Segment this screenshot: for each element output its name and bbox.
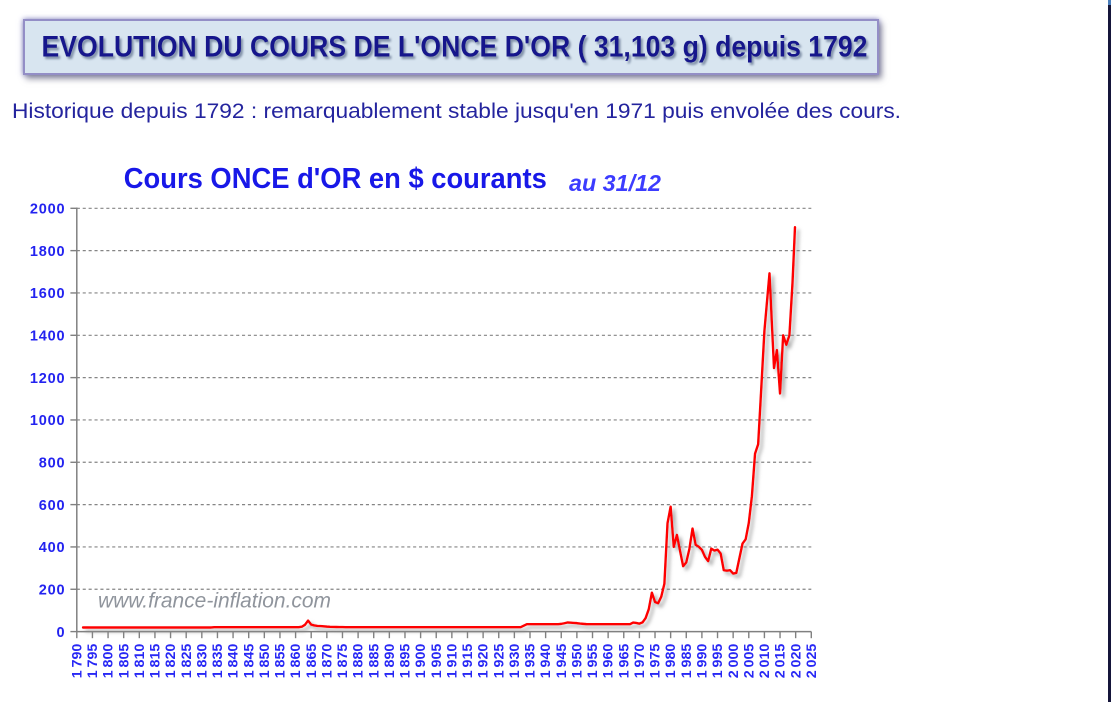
- svg-text:1 995: 1 995: [710, 643, 725, 678]
- svg-text:1 835: 1 835: [210, 643, 225, 678]
- svg-text:1 900: 1 900: [413, 644, 428, 679]
- svg-text:1 975: 1 975: [648, 643, 663, 678]
- svg-text:1 930: 1 930: [507, 644, 522, 679]
- svg-text:1 865: 1 865: [304, 643, 319, 678]
- svg-text:1 905: 1 905: [429, 643, 444, 678]
- svg-text:400: 400: [39, 540, 66, 556]
- svg-text:1 985: 1 985: [679, 643, 694, 678]
- svg-text:1 935: 1 935: [523, 643, 538, 678]
- svg-text:2 020: 2 020: [788, 644, 803, 679]
- svg-text:Cours ONCE d'OR en $ courants: Cours ONCE d'OR en $ courants: [124, 163, 547, 195]
- svg-text:1800: 1800: [30, 244, 65, 260]
- svg-text:1 920: 1 920: [476, 644, 491, 679]
- svg-text:1 790: 1 790: [69, 644, 84, 679]
- svg-text:1 965: 1 965: [616, 643, 631, 678]
- svg-text:1 980: 1 980: [663, 644, 678, 679]
- svg-text:1 800: 1 800: [101, 644, 116, 679]
- svg-text:1 815: 1 815: [148, 643, 163, 678]
- svg-text:1 850: 1 850: [257, 644, 272, 679]
- svg-text:1 875: 1 875: [335, 643, 350, 678]
- svg-text:1000: 1000: [30, 413, 65, 429]
- svg-text:0: 0: [57, 625, 66, 641]
- svg-text:1 955: 1 955: [585, 643, 600, 678]
- svg-text:1400: 1400: [30, 328, 65, 344]
- svg-text:1 820: 1 820: [163, 644, 178, 679]
- svg-text:1 805: 1 805: [116, 643, 131, 678]
- svg-text:1 960: 1 960: [601, 644, 616, 679]
- svg-text:1 825: 1 825: [179, 643, 194, 678]
- svg-text:2 005: 2 005: [741, 643, 756, 678]
- svg-text:2 015: 2 015: [773, 643, 788, 678]
- svg-text:1 830: 1 830: [194, 644, 209, 679]
- svg-text:1 945: 1 945: [554, 643, 569, 678]
- svg-text:1 970: 1 970: [632, 644, 647, 679]
- svg-text:Historique depuis 1792 : remar: Historique depuis 1792 : remarquablement…: [12, 99, 901, 123]
- svg-text:1 810: 1 810: [132, 644, 147, 679]
- svg-text:1600: 1600: [30, 286, 65, 302]
- svg-text:1 925: 1 925: [491, 643, 506, 678]
- svg-text:1 870: 1 870: [319, 644, 334, 679]
- svg-text:au 31/12: au 31/12: [569, 170, 661, 196]
- svg-text:1 840: 1 840: [226, 644, 241, 679]
- svg-text:600: 600: [39, 498, 66, 514]
- svg-text:1 895: 1 895: [398, 643, 413, 678]
- svg-text:1 890: 1 890: [382, 644, 397, 679]
- svg-text:www.france-inflation.com: www.france-inflation.com: [98, 590, 331, 613]
- svg-text:1 880: 1 880: [351, 644, 366, 679]
- svg-text:1 950: 1 950: [569, 644, 584, 679]
- svg-text:1 855: 1 855: [273, 643, 288, 678]
- svg-text:1 990: 1 990: [695, 644, 710, 679]
- svg-text:1 860: 1 860: [288, 644, 303, 679]
- svg-text:2000: 2000: [30, 202, 65, 218]
- svg-text:1 885: 1 885: [366, 643, 381, 678]
- svg-text:2 010: 2 010: [757, 644, 772, 679]
- svg-text:1 915: 1 915: [460, 643, 475, 678]
- svg-text:1 940: 1 940: [538, 644, 553, 679]
- svg-text:2 000: 2 000: [726, 644, 741, 679]
- svg-text:1 795: 1 795: [85, 643, 100, 678]
- svg-text:200: 200: [39, 582, 66, 598]
- svg-text:1200: 1200: [30, 371, 65, 387]
- svg-text:1 910: 1 910: [444, 644, 459, 679]
- svg-text:800: 800: [39, 455, 66, 471]
- svg-text:2 025: 2 025: [804, 643, 819, 678]
- svg-text:EVOLUTION DU COURS DE L'ONCE D: EVOLUTION DU COURS DE L'ONCE D'OR ( 31,1…: [42, 31, 868, 64]
- svg-text:1 845: 1 845: [241, 643, 256, 678]
